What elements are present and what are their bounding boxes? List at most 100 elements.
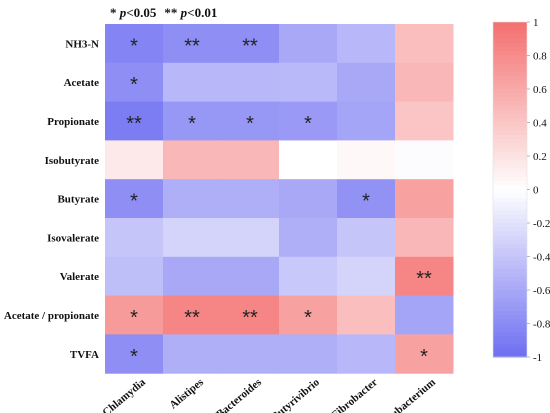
heatmap-cell-acetate-chlamydia <box>105 62 164 103</box>
significance-mark-acetate-chlamydia: * <box>130 74 138 96</box>
heatmap-cell-isovalerate-eubacterium <box>395 218 454 258</box>
colorbar-segment <box>493 156 527 161</box>
significance-p-double: p <box>180 5 188 20</box>
colorbar-segment <box>493 42 527 48</box>
colorbar-segment <box>493 130 527 136</box>
colorbar-segment <box>493 63 527 69</box>
colorbar-segment <box>493 290 527 295</box>
significance-mark-propionate-alistipes: * <box>188 113 196 135</box>
significance-mark-butyrate-fibrobacter: * <box>362 191 370 213</box>
heatmap-cell-acetate-eubacterium <box>395 62 454 103</box>
column-label-eubacterium: Eubacterium <box>383 376 438 413</box>
colorbar-segment <box>493 30 527 36</box>
colorbar-segment <box>493 80 527 86</box>
colorbar-segment <box>493 285 527 291</box>
significance-mark-nh3-n-alistipes: ** <box>184 35 200 57</box>
heatmap-cell-isovalerate-alistipes <box>163 218 222 258</box>
colorbar-segment <box>493 273 527 279</box>
heatmap-cell-nh3-n-bacteroides <box>221 24 280 64</box>
colorbar-segment <box>493 114 527 119</box>
column-labels: Chlamydia Alistipes Bacteroides Butyrivibri… <box>100 376 438 413</box>
colorbar-segment <box>493 151 527 157</box>
significance-mark-valerate-eubacterium: ** <box>416 268 432 290</box>
colorbar-segment <box>493 185 527 191</box>
colorbar-segment <box>493 34 527 40</box>
heatmap-cell-propionate-butyrivibrio <box>279 101 338 141</box>
colorbar-segment <box>493 323 527 329</box>
colorbar-segment <box>493 235 527 241</box>
heatmap-cell-valerate-butyrivibrio <box>279 256 338 297</box>
heatmap-cell-tvfa-butyrivibrio <box>279 334 338 374</box>
heatmap-cell-isobutyrate-fibrobacter <box>337 140 396 180</box>
heatmap-cell-nh3-n-butyrivibrio <box>279 24 338 64</box>
heatmap-cell-valerate-fibrobacter <box>337 256 396 297</box>
colorbar-segment <box>493 231 527 237</box>
heatmap-cell-acetate-propionate-alistipes <box>163 295 222 335</box>
colorbar-tick-label: 0.4 <box>533 118 547 130</box>
heatmap-cell-tvfa-bacteroides <box>221 334 280 374</box>
colorbar-segment <box>493 168 527 174</box>
colorbar-tick-label: 1 <box>533 17 539 29</box>
colorbar-segment <box>493 306 527 312</box>
column-label-butyrivibrio: Butyrivibrio <box>269 376 322 413</box>
heatmap-cell-tvfa-alistipes <box>163 334 222 374</box>
significance-star-single: * <box>110 5 120 20</box>
colorbar-segment <box>493 101 527 107</box>
heatmap-cell-acetate-propionate-fibrobacter <box>337 295 396 335</box>
heatmap-cell-isovalerate-fibrobacter <box>337 218 396 258</box>
colorbar-segment <box>493 248 527 253</box>
significance-legend-note: * p<0.05 ** p<0.01 <box>110 5 217 20</box>
colorbar-tick-label: -0.6 <box>533 285 550 297</box>
heatmap-cell-propionate-fibrobacter <box>337 101 396 141</box>
colorbar-segment <box>493 51 527 57</box>
colorbar-segment <box>493 189 527 195</box>
heatmap-cell-acetate-bacteroides <box>221 62 280 103</box>
heatmap-cell-isobutyrate-chlamydia <box>105 140 164 180</box>
colorbar-segment <box>493 202 527 207</box>
heatmap-cell-valerate-alistipes <box>163 256 222 297</box>
heatmap-cell-butyrate-alistipes <box>163 179 222 219</box>
colorbar-segment <box>493 26 527 31</box>
heatmap-cell-isobutyrate-butyrivibrio <box>279 140 338 180</box>
colorbar-segment <box>493 315 527 320</box>
heatmap-cell-propionate-bacteroides <box>221 101 280 141</box>
colorbar-segment <box>493 197 527 203</box>
colorbar: 1 0.8 0.6 0.4 0.2 0 -0.2 -0.4 -0.6 -0.8 -1 <box>492 17 550 364</box>
significance-mark-propionate-bacteroides: * <box>246 113 254 135</box>
heatmap-cell-valerate-chlamydia <box>105 256 164 297</box>
colorbar-segment <box>493 319 527 325</box>
colorbar-segment <box>493 72 527 78</box>
colorbar-segment <box>493 109 527 115</box>
heatmap-cell-isovalerate-butyrivibrio <box>279 218 338 258</box>
colorbar-segment <box>493 47 527 52</box>
column-label-bacteroides: Bacteroides <box>214 376 264 413</box>
row-label-butyrate: Butyrate <box>57 194 99 206</box>
colorbar-segment <box>493 84 527 90</box>
heatmap-cell-propionate-eubacterium <box>395 101 454 141</box>
colorbar-segment <box>493 340 527 346</box>
heatmap-cell-propionate-chlamydia <box>105 101 164 141</box>
colorbar-segment <box>493 331 527 337</box>
colorbar-segment <box>493 223 527 228</box>
column-label-alistipes: Alistipes <box>167 376 206 412</box>
colorbar-segment <box>493 22 527 27</box>
heatmap-cell-nh3-n-fibrobacter <box>337 24 396 64</box>
significance-threshold-005: <0.05 <box>126 5 157 20</box>
heatmap-cell-valerate-eubacterium <box>395 256 454 297</box>
colorbar-tick-label: -0.2 <box>533 218 550 230</box>
significance-mark-tvfa-eubacterium: * <box>420 346 428 368</box>
row-labels: NH3-N Acetate Propionate Isobutyrate Butyrat… <box>4 38 99 360</box>
colorbar-segment <box>493 344 527 350</box>
significance-mark-nh3-n-bacteroides: ** <box>242 35 258 57</box>
heatmap-cell-acetate-fibrobacter <box>337 62 396 103</box>
heatmap-cell-isobutyrate-alistipes <box>163 140 222 180</box>
colorbar-segment <box>493 269 527 274</box>
colorbar-segment <box>493 264 527 270</box>
heatmap-cell-isobutyrate-bacteroides <box>221 140 280 180</box>
colorbar-segment <box>493 160 527 165</box>
heatmap-cell-acetate-propionate-chlamydia <box>105 295 164 335</box>
heatmap-cell-tvfa-eubacterium <box>395 334 454 374</box>
colorbar-segment <box>493 281 527 287</box>
colorbar-segment <box>493 256 527 262</box>
